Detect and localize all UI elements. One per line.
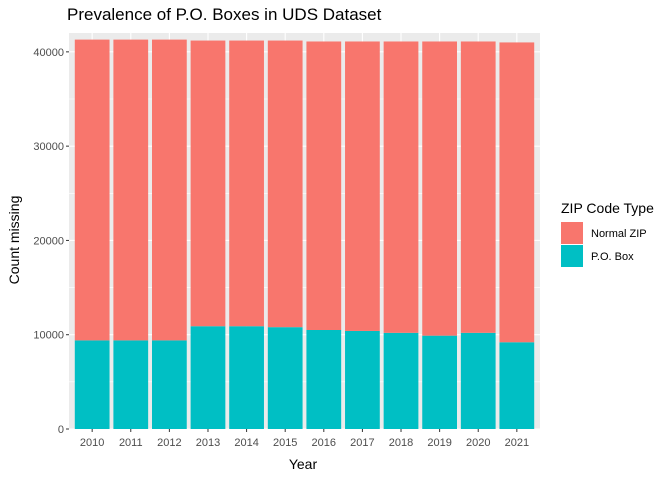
- legend-label: Normal ZIP: [591, 228, 647, 240]
- y-tick-label: 40000: [33, 47, 64, 59]
- bar-p-o-box-2019: [422, 335, 457, 429]
- bar-p-o-box-2014: [229, 326, 264, 429]
- x-tick-label: 2016: [312, 437, 336, 449]
- bar-p-o-box-2018: [383, 332, 419, 429]
- chart-title: Prevalence of P.O. Boxes in UDS Dataset: [67, 5, 382, 24]
- bar-normal-zip-2016: [306, 41, 342, 330]
- bar-p-o-box-2010: [74, 340, 110, 429]
- x-tick-label: 2013: [196, 437, 220, 449]
- x-tick-label: 2021: [505, 437, 529, 449]
- bar-p-o-box-2012: [152, 340, 187, 429]
- y-tick-label: 10000: [33, 330, 64, 342]
- x-tick-label: 2010: [80, 437, 104, 449]
- legend-key-normal-zip: [561, 222, 583, 244]
- bar-normal-zip-2021: [499, 42, 535, 343]
- x-tick-label: 2014: [234, 437, 258, 449]
- y-tick-label: 20000: [33, 235, 64, 247]
- y-axis-title: Count missing: [6, 196, 22, 285]
- legend-label: P.O. Box: [591, 251, 634, 263]
- bar-p-o-box-2020: [460, 332, 496, 429]
- x-axis: 2010 2011 2012 2013 2014 2015 2016 2017 2018 2019…: [80, 429, 529, 449]
- bar-p-o-box-2013: [190, 326, 226, 429]
- bar-normal-zip-2015: [267, 40, 303, 328]
- bar-normal-zip-2011: [113, 39, 149, 341]
- bar-normal-zip-2014: [229, 40, 264, 327]
- x-tick-label: 2011: [119, 437, 143, 449]
- bar-p-o-box-2017: [345, 330, 380, 429]
- x-tick-label: 2012: [157, 437, 181, 449]
- bar-normal-zip-2020: [460, 41, 496, 333]
- x-tick-label: 2017: [350, 437, 374, 449]
- y-tick-label: 0: [58, 424, 64, 436]
- bar-normal-zip-2013: [190, 40, 226, 327]
- x-tick-label: 2015: [273, 437, 297, 449]
- x-tick-label: 2020: [466, 437, 490, 449]
- bar-normal-zip-2012: [152, 39, 187, 341]
- bar-p-o-box-2016: [306, 330, 342, 429]
- legend: ZIP Code Type Normal ZIP P.O. Box: [561, 200, 654, 267]
- bar-normal-zip-2018: [383, 41, 419, 333]
- x-tick-label: 2018: [389, 437, 413, 449]
- x-tick-label: 2019: [427, 437, 451, 449]
- bar-normal-zip-2010: [74, 39, 110, 341]
- y-axis: 0 10000 20000 30000 40000: [33, 47, 69, 436]
- bar-p-o-box-2021: [499, 342, 535, 429]
- x-axis-title: Year: [289, 456, 318, 472]
- legend-key-p-o-box: [561, 245, 583, 267]
- bar-p-o-box-2015: [267, 327, 303, 429]
- legend-title: ZIP Code Type: [561, 200, 654, 216]
- y-tick-label: 30000: [33, 141, 64, 153]
- bars: [74, 39, 535, 429]
- bar-normal-zip-2019: [422, 41, 457, 336]
- bar-normal-zip-2017: [345, 41, 380, 331]
- bar-p-o-box-2011: [113, 340, 149, 429]
